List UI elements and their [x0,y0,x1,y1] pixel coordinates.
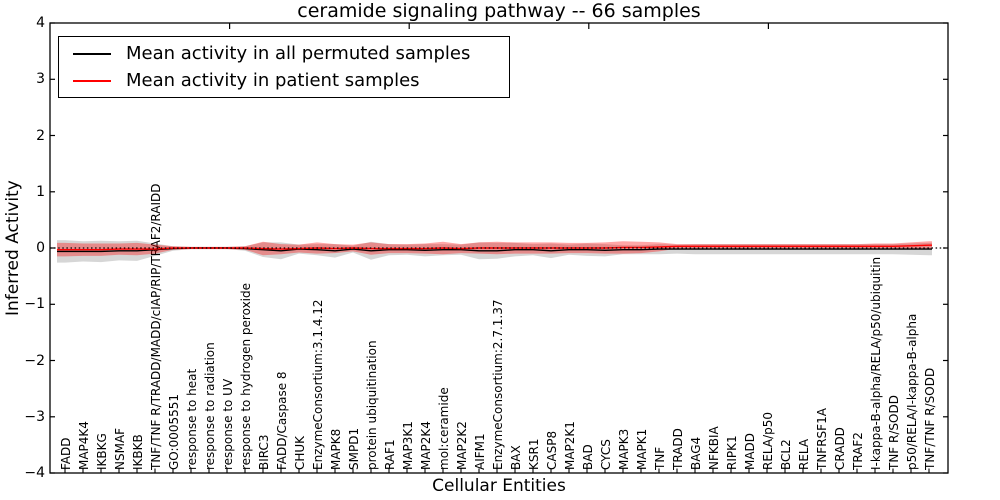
y-tick-label: −3 [24,408,45,425]
legend: Mean activity in all permuted samples Me… [58,36,510,98]
y-axis-title: Inferred Activity [3,180,23,316]
legend-line-swatch-red [73,79,111,82]
y-tick-label: 2 [36,127,45,144]
x-axis-title: Cellular Entities [432,476,566,496]
chart-title: ceramide signaling pathway -- 66 samples [297,0,701,22]
legend-label-patient: Mean activity in patient samples [126,70,420,91]
y-tick-label: 4 [36,15,45,31]
legend-item-patient: Mean activity in patient samples [59,67,509,94]
legend-line-swatch-black [73,52,111,55]
patient-std-band [57,241,932,257]
y-tick-label: −4 [24,465,45,481]
y-tick-label: −2 [24,352,45,369]
legend-label-permuted: Mean activity in all permuted samples [126,43,471,64]
y-tick-label: 0 [36,240,45,256]
y-tick-label: 3 [36,71,45,88]
y-tick-label: 1 [36,183,45,200]
y-tick-label: −1 [24,296,45,313]
legend-item-permuted: Mean activity in all permuted samples [59,40,509,67]
